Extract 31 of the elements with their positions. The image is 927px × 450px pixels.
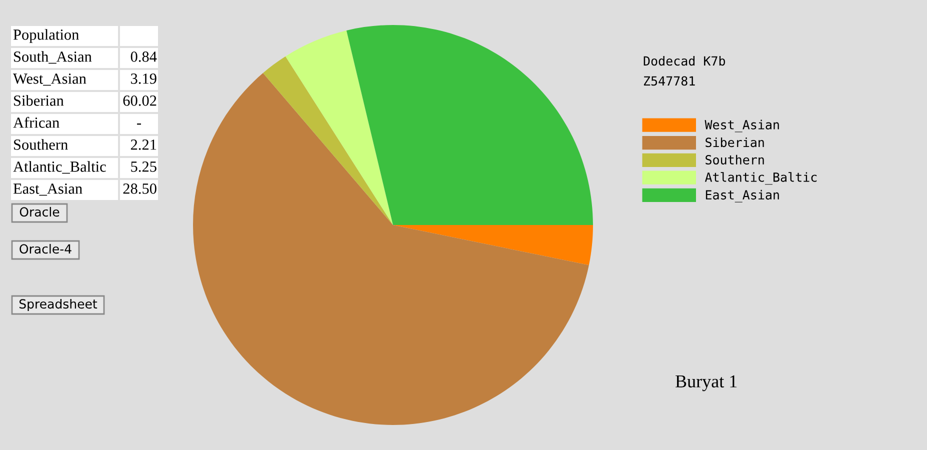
text: Atlantic_Baltic <box>13 161 106 174</box>
text: Southern <box>14 139 68 150</box>
text: 0.84 <box>130 52 157 62</box>
text: 3.19 <box>130 74 156 84</box>
text: 28.50 <box>123 184 156 194</box>
text: Siberian <box>14 95 64 106</box>
legend-label: Southern <box>706 154 764 164</box>
text: 5.25 <box>131 162 156 172</box>
text: - <box>137 124 141 125</box>
pie-slice <box>346 25 593 225</box>
text: West_Asian <box>13 74 86 86</box>
legend-label: West_Asian <box>704 120 779 132</box>
text: Z547781 <box>644 76 695 86</box>
legend-label: East_Asian <box>706 190 779 202</box>
text: Buryat 1 <box>676 375 737 392</box>
text: Oracle <box>20 206 60 217</box>
text: Spreadsheet <box>19 298 98 312</box>
pie-slice <box>263 56 393 225</box>
text: East_Asian <box>13 184 82 196</box>
pie-slice <box>193 73 589 425</box>
text: South_Asian <box>14 51 92 64</box>
legend-label: Siberian <box>706 137 764 148</box>
pie-slice <box>393 225 593 266</box>
text: 60.02 <box>123 96 156 106</box>
text: Oracle-4 <box>20 244 72 254</box>
text: Population <box>13 29 79 43</box>
legend-label: Atlantic_Baltic <box>704 172 817 185</box>
pie-slice <box>285 30 393 225</box>
text: Dodecad K7b <box>644 56 726 66</box>
text: 2.21 <box>130 140 156 150</box>
text: African <box>13 116 60 128</box>
